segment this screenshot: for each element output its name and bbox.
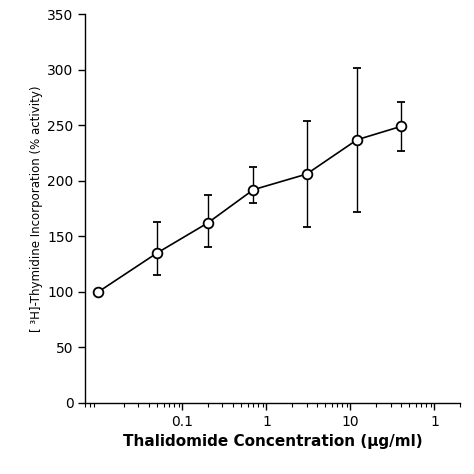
X-axis label: Thalidomide Concentration (μg/ml): Thalidomide Concentration (μg/ml) [123,434,422,449]
Y-axis label: [ ³H]-Thymidine Incorporation (% activity): [ ³H]-Thymidine Incorporation (% activit… [30,85,43,332]
